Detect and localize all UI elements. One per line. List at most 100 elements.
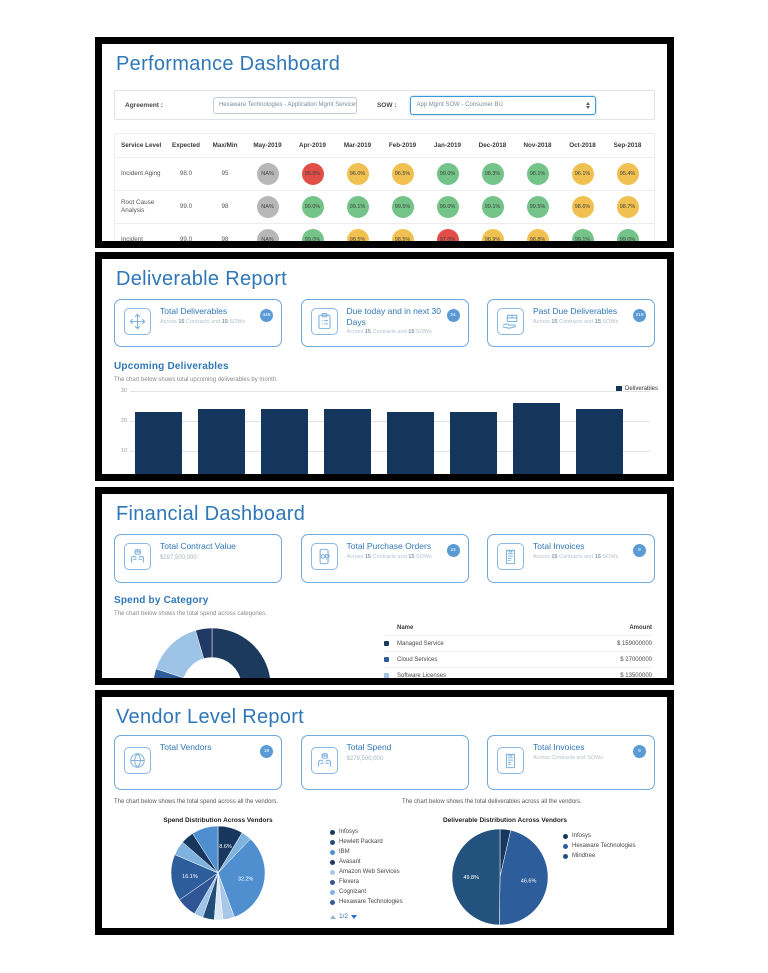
summary-card[interactable]: 16 Total Vendors bbox=[114, 735, 282, 790]
summary-card[interactable]: Total Spend $279,500,000 bbox=[300, 735, 469, 790]
table-header-row: Service Level Expected Max/Min May-2019 Apr-… bbox=[115, 134, 654, 157]
legend-bullet bbox=[330, 849, 335, 855]
card-body: Total Invoices Across 15 Contracts and 15… bbox=[533, 541, 636, 561]
status-circle: 99.0% bbox=[301, 229, 324, 241]
card-count-badge: 23 bbox=[446, 544, 460, 557]
deliverables-bar-chart: Deliverables 30 20 10 bbox=[121, 386, 658, 474]
deliverables-bar bbox=[324, 409, 371, 474]
summary-card[interactable]: 445 Total Deliverables Across 15 Contracts… bbox=[114, 299, 282, 347]
legend-header-amount: Amount bbox=[629, 625, 652, 631]
month-cell: 99.1% bbox=[335, 196, 380, 218]
card-title: Total Spend bbox=[346, 742, 392, 752]
globe-icon bbox=[124, 747, 151, 774]
month-cell: NA% bbox=[245, 229, 290, 241]
slice-label: 16.1% bbox=[182, 874, 198, 880]
summary-card[interactable]: 219 Past Due Deliverables Across 15 Contra… bbox=[487, 299, 655, 347]
card-subtitle: Across 15 Contracts and 15 SOWs bbox=[346, 553, 432, 560]
legend-row: Software Licenses $ 13500000 bbox=[384, 667, 652, 678]
column-header: Max/Min bbox=[212, 141, 238, 149]
legend-label: Mindtree bbox=[572, 853, 596, 859]
month-cell: 98.1% bbox=[515, 163, 560, 185]
maxmin-value: 98 bbox=[221, 236, 229, 244]
status-circle: 98.8% bbox=[526, 229, 549, 241]
agreement-select[interactable]: Hexaware Technologies - Application Mgmt… bbox=[212, 96, 357, 114]
legend-bullet bbox=[384, 641, 389, 646]
column-header: Feb-2019 bbox=[388, 141, 417, 149]
legend-bullet bbox=[384, 657, 389, 662]
month-cell: 98.8% bbox=[515, 229, 560, 241]
legend-pagination: 1/2 bbox=[330, 913, 358, 920]
deliverable-chart-description: The chart below shows the total delivera… bbox=[402, 799, 582, 805]
y-axis-tick-label: 30 bbox=[120, 388, 127, 394]
card-title: Total Invoices bbox=[533, 742, 585, 752]
panel-deliverable-report: Deliverable Report 445 Total Deliverables… bbox=[95, 252, 674, 481]
card-body: Total Deliverables Across 15 Contracts an… bbox=[160, 306, 263, 326]
status-circle: 95.0% bbox=[301, 163, 324, 185]
summary-card[interactable]: Total Contract Value $297,500,000 bbox=[114, 534, 282, 583]
month-cell: 99.0% bbox=[290, 196, 335, 218]
legend-row: Cloud Services $ 27000000 bbox=[384, 651, 652, 667]
column-header: May-2019 bbox=[253, 141, 282, 149]
status-circle: 98.7% bbox=[616, 196, 639, 218]
card-title: Total Invoices bbox=[533, 541, 585, 551]
column-header: Dec-2018 bbox=[478, 141, 507, 149]
pie-slice bbox=[195, 627, 213, 659]
status-circle: 99.0% bbox=[436, 163, 459, 185]
legend-header-name: Name bbox=[397, 625, 414, 631]
card-body: Total Spend $279,500,000 bbox=[347, 742, 450, 763]
month-cell: 98.9% bbox=[470, 229, 515, 241]
card-body: Total Purchase Orders Across 15 Contracts… bbox=[347, 541, 450, 561]
spend-donut-chart bbox=[152, 627, 272, 678]
status-circle: 95.4% bbox=[616, 163, 639, 185]
legend-label: Cognizant bbox=[339, 889, 367, 895]
section-subtitle: The chart below shows total upcoming del… bbox=[114, 377, 278, 383]
legend-bullet bbox=[330, 889, 335, 895]
sow-select[interactable]: App Mgmt SOW - Consumer BU bbox=[410, 95, 597, 115]
legend-item: Infosys bbox=[330, 827, 403, 837]
table-row: Incident Aging 98.0 95 NA% 95.0% 96.0% 96.5% 99… bbox=[115, 157, 654, 190]
card-count-badge: 219 bbox=[633, 309, 646, 322]
status-circle: 99.1% bbox=[571, 229, 594, 241]
page-down-icon[interactable] bbox=[351, 914, 358, 919]
legend-row bbox=[384, 683, 652, 685]
status-circle: 99.0% bbox=[301, 196, 324, 218]
summary-card[interactable]: 24 Due today and in next 30 Days Across 15… bbox=[300, 299, 469, 347]
column-header: Service Level bbox=[121, 141, 162, 149]
select-arrows-icon bbox=[586, 101, 591, 109]
vendor-cards: 16 Total Vendors Total Spend $279,500,000 9 T… bbox=[114, 735, 655, 790]
card-subtitle: Across 15 Contracts and 15 SOWs bbox=[160, 318, 246, 325]
card-count-badge: 16 bbox=[260, 745, 273, 758]
page-up-icon[interactable] bbox=[330, 914, 336, 919]
deliverable-pie-title: Deliverable Distribution Across Vendors bbox=[442, 817, 568, 824]
card-count-badge: 9 bbox=[633, 544, 646, 557]
page-title-vendor: Vendor Level Report bbox=[116, 706, 305, 728]
month-cell: 95.4% bbox=[605, 163, 650, 185]
deliverables-bar bbox=[135, 412, 182, 474]
legend-bullet bbox=[563, 833, 568, 839]
slice-label: 46.6% bbox=[521, 878, 537, 884]
summary-card[interactable]: 23 Total Purchase Orders Across 15 Contrac… bbox=[300, 534, 469, 583]
panel-vendor-level-report: Vendor Level Report 16 Total Vendors Total… bbox=[95, 690, 674, 935]
maxmin-value: 95 bbox=[221, 170, 229, 178]
y-axis-tick-label: 20 bbox=[120, 418, 127, 424]
summary-card[interactable]: 9 Total Invoices Across 15 Contracts and 1… bbox=[487, 534, 655, 583]
status-circle: 96.1% bbox=[571, 163, 594, 185]
expected-value: 99.0 bbox=[179, 203, 193, 211]
legend-bullet bbox=[330, 899, 335, 905]
month-cell: 96.5% bbox=[380, 163, 425, 185]
month-cell: 99.1% bbox=[560, 229, 605, 241]
month-cell: 99.5% bbox=[515, 196, 560, 218]
column-header: Expected bbox=[172, 141, 200, 149]
legend-label: IBM bbox=[339, 849, 350, 855]
pie-slice bbox=[499, 829, 549, 926]
pie-slice bbox=[170, 854, 219, 901]
month-cell: 98.5% bbox=[335, 229, 380, 241]
deliverable-pie-chart: 46.6% 49.8% bbox=[451, 828, 549, 928]
legend-bullet bbox=[384, 673, 389, 678]
card-body: Due today and in next 30 Days Across 15 C… bbox=[347, 306, 450, 337]
summary-card[interactable]: 9 Total Invoices Across Contracts and SOWs bbox=[487, 735, 655, 790]
card-body: Total Contract Value $297,500,000 bbox=[160, 541, 263, 562]
column-header: Jan-2019 bbox=[434, 141, 461, 149]
slice-label: 49.8% bbox=[463, 875, 479, 881]
card-title: Due today and in next 30 Days bbox=[346, 306, 442, 327]
